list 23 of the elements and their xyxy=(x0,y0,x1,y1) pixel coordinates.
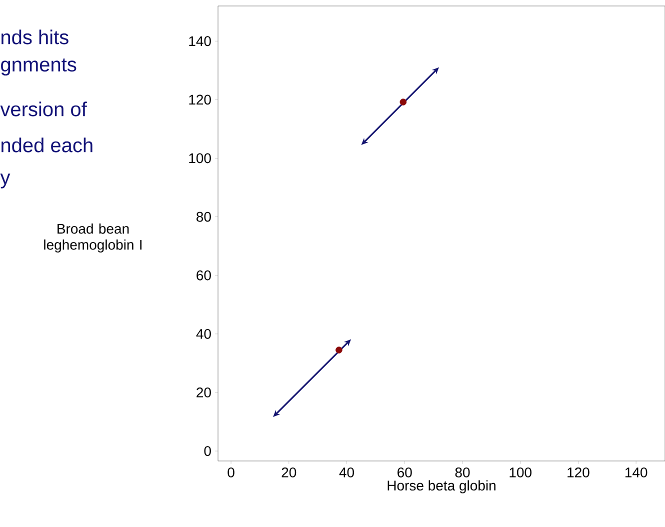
x-axis-title: Horse beta globin xyxy=(388,480,496,494)
text: version of xyxy=(0,102,87,116)
y-tick-label: 100 xyxy=(189,153,211,164)
y-tick-label: 60 xyxy=(196,270,211,280)
x-tick-label: 120 xyxy=(568,468,590,478)
text: nds hits xyxy=(2,30,68,44)
x-tick-label: 40 xyxy=(339,468,354,478)
x-tick-label: 80 xyxy=(455,468,470,478)
y-tick-label: 140 xyxy=(189,36,211,46)
x-tick-label: 0 xyxy=(228,468,234,478)
y-tick-label: 0 xyxy=(204,446,211,456)
x-tick-label: 100 xyxy=(510,468,532,478)
y-tick-label: 120 xyxy=(189,94,211,105)
y-tick-label: 80 xyxy=(196,212,211,222)
y-tick-label: 40 xyxy=(196,328,211,339)
y-axis-title: Broad bean leghemoglobin I xyxy=(44,223,142,253)
text: gnments xyxy=(1,58,76,76)
text: nded each xyxy=(2,138,92,152)
x-tick-label: 140 xyxy=(625,468,648,478)
x-tick-label: 60 xyxy=(398,468,412,478)
x-tick-label: 20 xyxy=(282,468,296,478)
y-tick-label: 20 xyxy=(196,388,211,398)
text: y xyxy=(0,174,10,188)
